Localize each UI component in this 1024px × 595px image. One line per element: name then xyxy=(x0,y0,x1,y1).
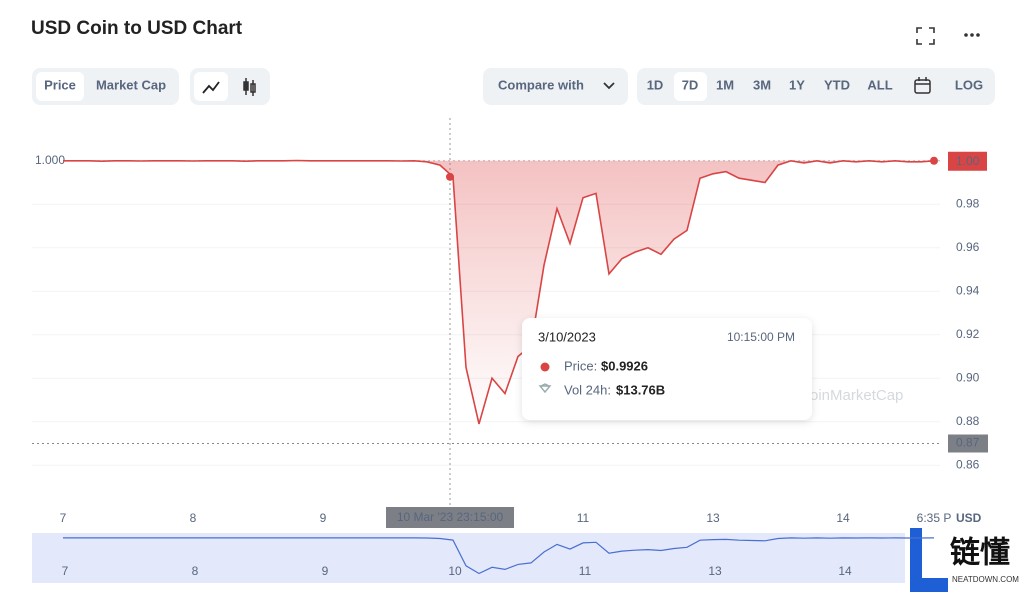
range-button[interactable]: 1Y xyxy=(789,77,805,92)
compare-label[interactable]: Compare with xyxy=(498,77,584,92)
page-title: USD Coin to USD Chart xyxy=(31,18,243,39)
price-tag-label: 1.00 xyxy=(956,154,980,168)
watermark: oinMarketCap xyxy=(810,387,903,404)
y-tick-label: 0.98 xyxy=(956,196,980,210)
tooltip-box xyxy=(522,318,812,420)
dropdown-arrow xyxy=(603,82,615,90)
fullscreen-icon[interactable] xyxy=(916,27,935,45)
navigator-label: 14 xyxy=(838,564,852,578)
active-range xyxy=(674,72,707,101)
y-tick-label: 0.90 xyxy=(956,370,980,384)
range-button[interactable]: 1D xyxy=(647,77,664,92)
navigator-label: 9 xyxy=(322,564,329,578)
reference-label: 1.000 xyxy=(35,153,65,167)
y-tick-label: 0.94 xyxy=(956,283,980,297)
compare-select[interactable] xyxy=(483,68,628,105)
price-tag xyxy=(948,151,987,171)
range-group xyxy=(637,68,995,105)
low-tag-label: 0.87 xyxy=(956,436,980,450)
range-button[interactable]: 3M xyxy=(753,77,771,92)
navigator-label: 13 xyxy=(708,564,722,578)
range-button[interactable]: 1M xyxy=(716,77,734,92)
line-chart-icon[interactable] xyxy=(202,81,220,94)
navigator xyxy=(32,533,905,583)
tooltip-volume-label: Vol 24h: xyxy=(564,382,611,397)
x-tick-label: 14 xyxy=(836,511,850,525)
logo-mark xyxy=(910,528,948,592)
x-tick-label: 6:35 P xyxy=(917,511,952,525)
tooltip-volume-icon xyxy=(538,383,552,394)
crosshair-label: 10 Mar '23 23:15:00 xyxy=(397,510,504,524)
x-tick-label: 9 xyxy=(320,511,327,525)
y-tick-label: 0.92 xyxy=(956,327,980,341)
logo: 链懂 NEATDOWN.COM xyxy=(910,528,1019,592)
price-chart: 0.86 0.88 0.90 0.92 0.94 0.96 0.98 USD 1.000 0.87… xyxy=(32,118,988,528)
range-button[interactable]: YTD xyxy=(824,77,850,92)
y-tick-label: 0.96 xyxy=(956,240,980,254)
logo-name: 链懂 xyxy=(950,536,1010,571)
x-tick-label: 7 xyxy=(60,511,67,525)
navigator-label: 8 xyxy=(192,564,199,578)
navigator-line xyxy=(63,537,935,575)
range-button[interactable]: 7D xyxy=(682,77,699,92)
axis-unit: USD xyxy=(956,511,982,525)
navigator-label: 10 xyxy=(448,564,462,578)
x-tick-label: 11 xyxy=(577,511,590,525)
tooltip-date: 3/10/2023 xyxy=(538,329,596,344)
crosshair-tag xyxy=(386,507,514,528)
more-icon[interactable] xyxy=(964,33,980,37)
low-tag xyxy=(948,434,988,453)
hover-point xyxy=(446,172,454,181)
range-button[interactable]: ALL xyxy=(867,77,892,92)
navigator-label: 11 xyxy=(579,564,592,578)
tab[interactable]: Price xyxy=(44,77,76,92)
tooltip: 3/10/2023 10:15:00 PM Price: $0.9926 Vol… xyxy=(522,318,812,420)
y-tick-label: 0.86 xyxy=(956,457,980,471)
tooltip-time: 10:15:00 PM xyxy=(727,330,795,344)
log-button[interactable]: LOG xyxy=(955,77,983,92)
tooltip-volume: $13.76B xyxy=(616,382,665,397)
y-tick-label: 0.88 xyxy=(956,414,980,428)
tooltip-price-dot xyxy=(540,362,550,372)
active-tab xyxy=(36,72,84,101)
tooltip-price: $0.9926 xyxy=(601,358,648,373)
x-tick-label: 13 xyxy=(706,511,720,525)
x-tick-label: 8 xyxy=(190,511,197,525)
tooltip-price-label: Price: xyxy=(564,358,597,373)
calendar-icon[interactable] xyxy=(914,77,931,94)
candle-chart-icon[interactable] xyxy=(243,78,256,96)
last-point xyxy=(930,156,938,165)
tab[interactable]: Market Cap xyxy=(96,77,166,92)
navigator-label: 7 xyxy=(62,564,69,578)
price-line xyxy=(63,159,935,425)
active-chart-type xyxy=(194,72,228,101)
logo-site: NEATDOWN.COM xyxy=(952,575,1019,584)
price-area xyxy=(63,160,934,424)
